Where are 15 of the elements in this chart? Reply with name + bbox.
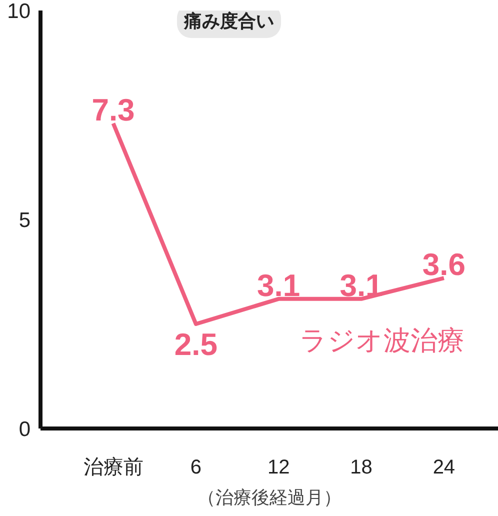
x-tick-label: 24 [432,456,456,478]
x-tick-label: 6 [190,456,202,478]
x-tick-label: 治療前 [83,456,144,478]
chart-title: 痛み度合い [182,10,274,31]
data-label: 2.5 [174,327,218,362]
data-label: 3.6 [422,247,466,282]
data-label: 3.1 [257,268,300,303]
y-tick-label: 0 [18,418,31,441]
x-tick-label: 12 [267,456,290,478]
series-label: ラジオ波治療 [299,326,464,356]
y-tick-label: 5 [18,209,31,232]
data-label: 7.3 [92,92,135,128]
x-tick-label: 18 [350,456,372,478]
y-tick-label: 10 [7,0,30,23]
x-axis-title: （治療後経過月） [198,488,342,508]
